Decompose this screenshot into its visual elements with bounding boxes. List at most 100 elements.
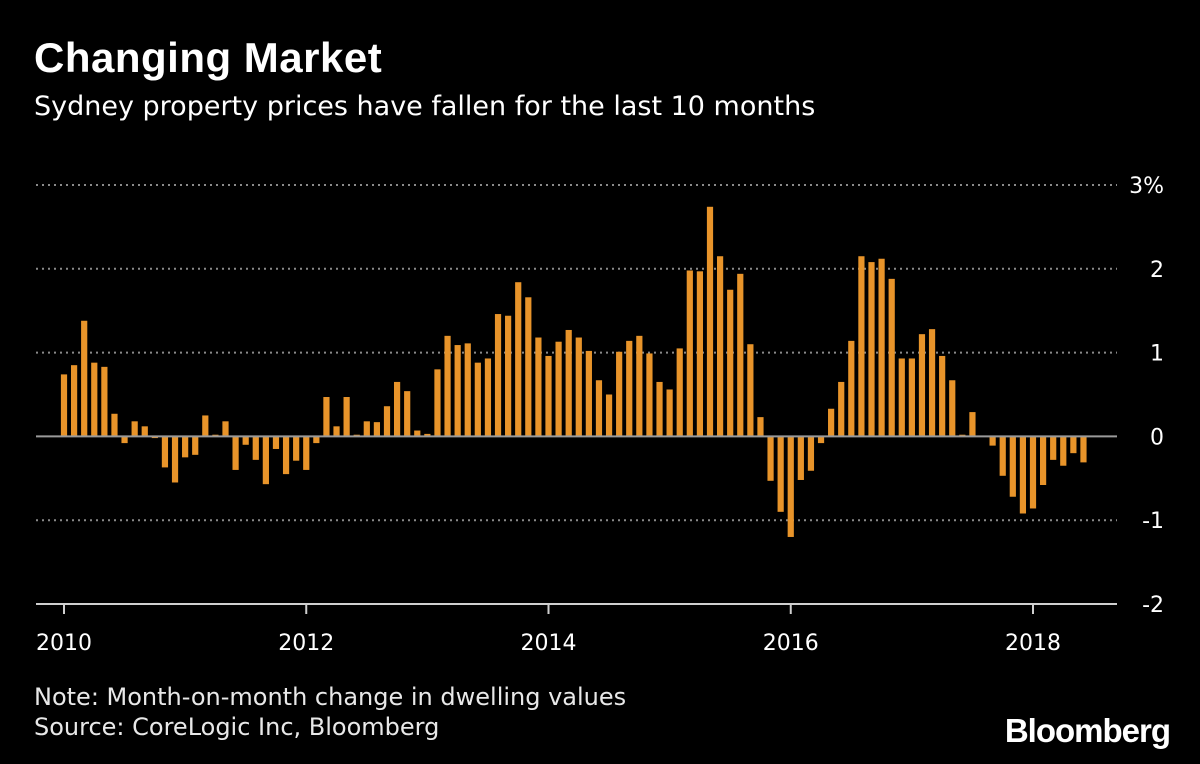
- bar: [414, 430, 421, 437]
- bar: [192, 436, 199, 455]
- chart-subtitle: Sydney property prices have fallen for t…: [34, 91, 816, 122]
- bar: [565, 329, 572, 437]
- bar: [232, 436, 239, 470]
- bar: [434, 369, 441, 437]
- bar: [646, 353, 653, 437]
- bar: [737, 273, 744, 437]
- bar: [1060, 436, 1067, 466]
- bar: [706, 206, 714, 437]
- bar: [474, 362, 481, 437]
- bar: [262, 436, 269, 485]
- bar: [91, 362, 98, 437]
- axes: 3% 2 1 0 -1 -2 2010 2012 2014 2016 2018: [36, 174, 1164, 656]
- bar: [252, 436, 259, 460]
- bar: [515, 282, 522, 437]
- bar: [908, 358, 915, 437]
- bar: [484, 358, 492, 437]
- bar: [626, 340, 633, 437]
- bar: [949, 380, 956, 437]
- bar: [242, 436, 249, 445]
- bar: [656, 381, 663, 437]
- bar: [858, 256, 865, 437]
- bar: [70, 365, 78, 437]
- bar: [928, 329, 936, 437]
- bar: [60, 374, 68, 437]
- bar: [716, 256, 724, 437]
- bar: [989, 436, 996, 446]
- bloomberg-logo: Bloomberg: [1004, 712, 1171, 749]
- bar: [535, 337, 542, 437]
- bar: [777, 436, 784, 512]
- bar: [101, 366, 108, 437]
- x-tick-label: 2016: [763, 631, 819, 656]
- bar: [424, 433, 431, 437]
- bar: [817, 436, 825, 444]
- x-tick-label: 2014: [521, 631, 577, 656]
- bar: [404, 391, 411, 437]
- y-tick-label: -2: [1142, 593, 1164, 618]
- bar: [878, 258, 885, 437]
- chart-source: Source: CoreLogic Inc, Bloomberg: [34, 713, 440, 741]
- bar: [838, 381, 845, 437]
- bar: [383, 406, 391, 437]
- y-tick-label: 0: [1150, 425, 1164, 450]
- bars: [60, 206, 1087, 537]
- bar: [182, 436, 189, 458]
- bar: [636, 335, 643, 437]
- bar: [797, 436, 804, 480]
- bar: [605, 394, 613, 437]
- bar: [464, 343, 471, 437]
- bar: [444, 335, 451, 437]
- bar: [939, 355, 946, 437]
- bar: [121, 436, 128, 444]
- bar: [757, 417, 764, 437]
- y-tick-label: 3%: [1129, 174, 1164, 199]
- bar: [686, 270, 693, 437]
- bar: [525, 297, 532, 437]
- bar: [696, 271, 704, 437]
- bar: [767, 436, 774, 481]
- chart-note: Note: Month-on-month change in dwelling …: [34, 683, 627, 711]
- bar: [293, 436, 300, 461]
- bar: [393, 381, 401, 437]
- bar: [616, 351, 623, 437]
- bar: [868, 262, 875, 437]
- bar: [999, 436, 1006, 476]
- bar: [828, 408, 835, 437]
- bar: [1009, 436, 1016, 497]
- bar: [1039, 436, 1047, 485]
- bar: [918, 334, 926, 437]
- bar: [727, 289, 734, 437]
- bar: [787, 436, 794, 537]
- chart-title: Changing Market: [34, 34, 383, 81]
- bar: [323, 397, 330, 437]
- y-tick-label: -1: [1142, 509, 1164, 534]
- bar: [272, 436, 280, 449]
- bar: [141, 426, 148, 437]
- bar: [171, 436, 179, 483]
- bar: [494, 314, 502, 437]
- bar: [363, 421, 370, 437]
- bar: [505, 315, 512, 437]
- bar: [888, 278, 895, 437]
- bar: [333, 426, 340, 437]
- bar: [585, 350, 592, 437]
- x-tick-label: 2012: [278, 631, 334, 656]
- bar: [454, 345, 461, 437]
- bar: [1050, 436, 1057, 460]
- bar: [313, 436, 320, 444]
- bar: [969, 412, 976, 437]
- bar: [1080, 436, 1087, 463]
- bar: [545, 355, 552, 437]
- bar: [373, 422, 381, 437]
- bar: [666, 389, 673, 437]
- bar: [848, 340, 855, 437]
- y-tick-label: 2: [1150, 258, 1164, 283]
- bar: [81, 320, 88, 437]
- y-tick-label: 1: [1150, 342, 1164, 367]
- bar: [1019, 436, 1027, 514]
- bar: [343, 397, 350, 437]
- bar: [575, 337, 582, 437]
- bar: [282, 436, 290, 475]
